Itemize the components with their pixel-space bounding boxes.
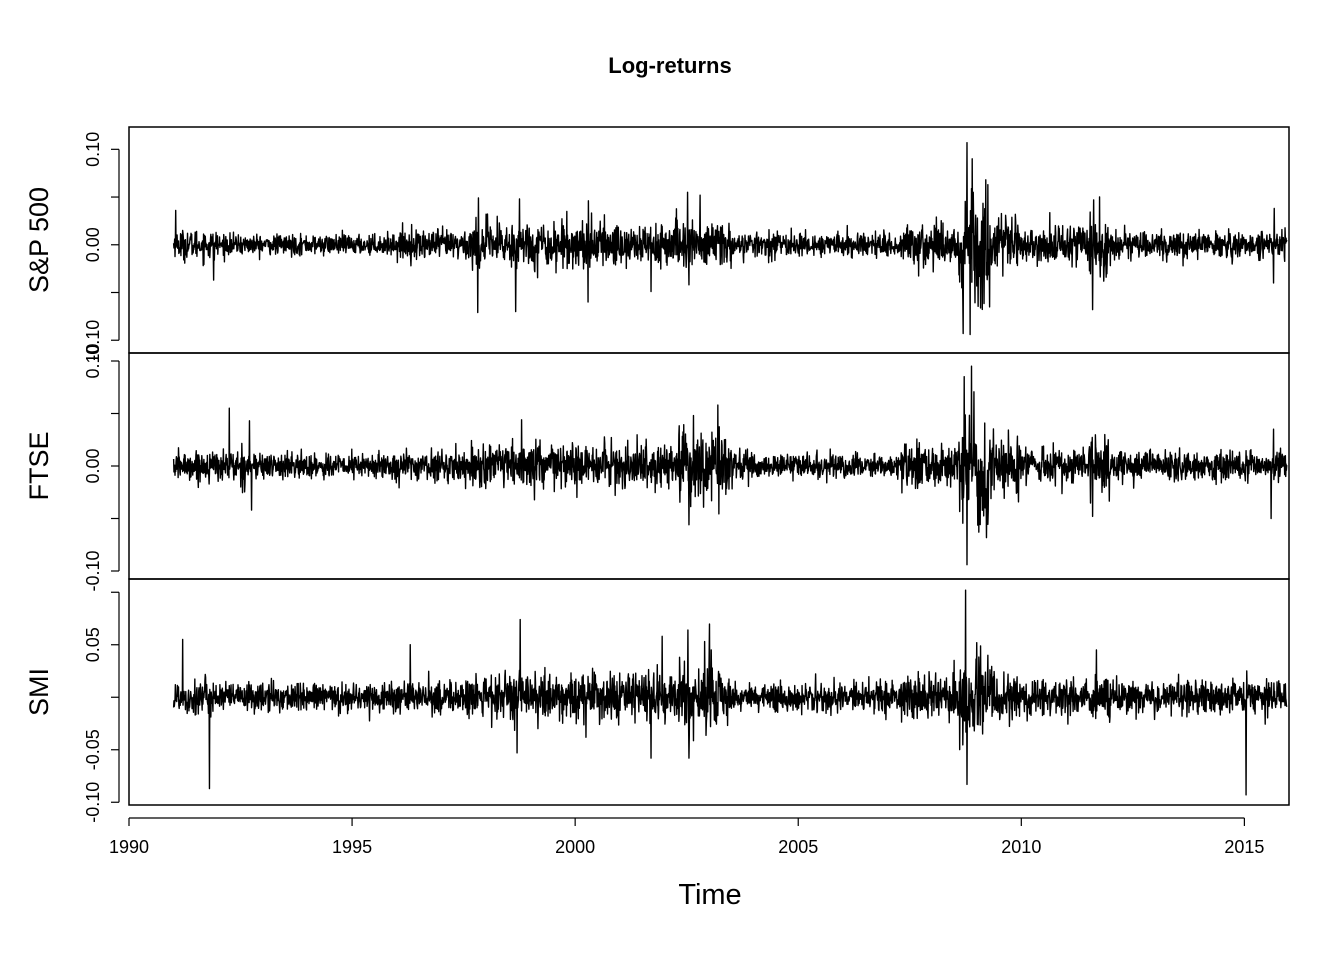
x-tick-label-6: 2015 <box>1224 837 1264 857</box>
y-tick-label-2-3: 0.00 <box>83 448 103 483</box>
chart-title: Log-returns <box>608 53 731 78</box>
y-tick-label-1-3: 0.00 <box>83 227 103 262</box>
y-tick-label-3-4: 0.05 <box>83 627 103 662</box>
panel-3: -0.10 -0.05 0.05 SMI <box>24 578 1290 823</box>
x-tick-label-3: 2000 <box>555 837 595 857</box>
series-line-1 <box>172 141 1288 336</box>
panel-label-1: S&P 500 <box>24 187 54 293</box>
x-tick-label-2: 1995 <box>332 837 372 857</box>
y-tick-label-1-1: -0.10 <box>83 320 103 361</box>
y-tick-label-2-5: 0.10 <box>83 343 103 378</box>
panel-frame-3 <box>128 578 1290 806</box>
series-line-3 <box>172 589 1288 796</box>
y-tick-label-3-1: -0.10 <box>83 782 103 823</box>
x-axis: 1990 1995 2000 2005 2010 2015 <box>109 817 1264 857</box>
x-tick-label-5: 2010 <box>1001 837 1041 857</box>
x-tick-label-1: 1990 <box>109 837 149 857</box>
y-tick-label-2-1: -0.10 <box>83 550 103 591</box>
x-tick-label-4: 2005 <box>778 837 818 857</box>
y-tick-label-3-2: -0.05 <box>83 729 103 770</box>
panel-label-3: SMI <box>24 668 54 716</box>
x-axis-label: Time <box>678 879 741 911</box>
series-line-2 <box>172 365 1288 566</box>
panels-group: -0.100.000.10S&P 500-0.100.000.10FTSE-0.… <box>24 126 1290 823</box>
panel-label-2: FTSE <box>24 431 54 500</box>
panel-1: -0.10 0.00 0.10 S&P 500 <box>24 126 1290 361</box>
panel-2: -0.10 0.00 0.10 FTSE <box>24 343 1290 592</box>
y-tick-label-1-5: 0.10 <box>83 132 103 167</box>
